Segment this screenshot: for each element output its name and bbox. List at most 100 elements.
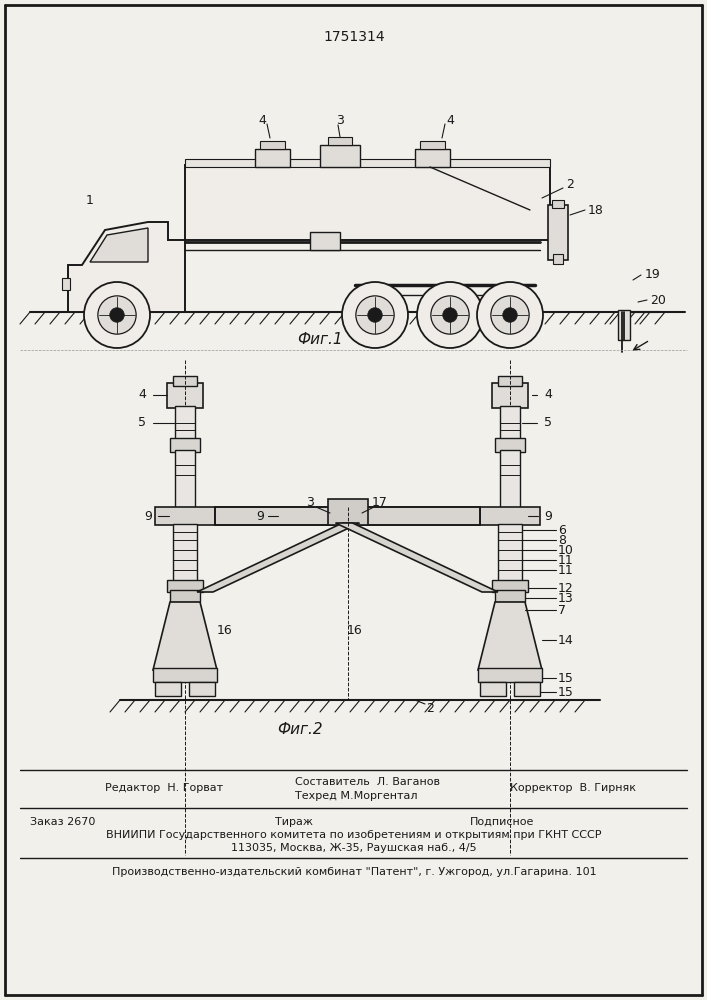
Text: Техред М.Моргентал: Техред М.Моргентал xyxy=(295,791,418,801)
Text: 9: 9 xyxy=(256,510,264,522)
Text: 113035, Москва, Ж-35, Раушская наб., 4/5: 113035, Москва, Ж-35, Раушская наб., 4/5 xyxy=(231,843,477,853)
Bar xyxy=(492,580,528,592)
Text: 18: 18 xyxy=(588,204,604,217)
Bar xyxy=(415,149,450,167)
Circle shape xyxy=(417,282,483,348)
Bar xyxy=(185,165,550,240)
Bar xyxy=(170,438,200,452)
Bar xyxy=(420,141,445,149)
Bar xyxy=(167,383,203,408)
Text: 8: 8 xyxy=(558,534,566,546)
Bar xyxy=(500,406,520,440)
Bar xyxy=(514,682,540,696)
Bar xyxy=(480,507,540,525)
Circle shape xyxy=(98,296,136,334)
Text: Фиг.2: Фиг.2 xyxy=(277,722,323,738)
Text: 3: 3 xyxy=(306,496,314,510)
Text: 17: 17 xyxy=(372,496,388,510)
Text: Фиг.1: Фиг.1 xyxy=(297,332,343,348)
Polygon shape xyxy=(336,523,498,592)
Bar xyxy=(215,507,480,525)
Bar xyxy=(173,524,197,582)
Bar xyxy=(327,499,368,525)
Bar xyxy=(320,145,360,167)
Bar xyxy=(498,376,522,386)
Circle shape xyxy=(477,282,543,348)
Bar xyxy=(495,438,525,452)
Text: 11: 11 xyxy=(558,554,574,566)
Circle shape xyxy=(443,308,457,322)
Bar xyxy=(260,141,285,149)
Bar xyxy=(553,254,563,264)
Bar xyxy=(155,507,215,525)
Text: Заказ 2670: Заказ 2670 xyxy=(30,817,95,827)
Text: 19: 19 xyxy=(645,268,661,282)
Bar xyxy=(495,590,525,602)
Bar xyxy=(185,159,550,167)
Text: 10: 10 xyxy=(558,544,574,556)
Text: 4: 4 xyxy=(138,388,146,401)
Bar xyxy=(189,682,215,696)
Circle shape xyxy=(110,308,124,322)
Bar xyxy=(173,376,197,386)
Bar xyxy=(500,450,520,510)
Bar xyxy=(175,450,195,510)
Circle shape xyxy=(491,296,529,334)
Text: 3: 3 xyxy=(336,113,344,126)
Bar xyxy=(492,383,528,408)
Text: Производственно-издательский комбинат "Патент", г. Ужгород, ул.Гагарина. 101: Производственно-издательский комбинат "П… xyxy=(112,867,596,877)
Bar xyxy=(480,682,506,696)
Bar xyxy=(552,200,564,208)
Text: Подписное: Подписное xyxy=(470,817,534,827)
Text: 14: 14 xyxy=(558,634,574,647)
Bar xyxy=(62,278,70,290)
Polygon shape xyxy=(153,602,217,670)
Bar xyxy=(618,310,630,340)
Circle shape xyxy=(342,282,408,348)
Text: 6: 6 xyxy=(558,524,566,536)
Text: 5: 5 xyxy=(138,416,146,430)
Text: Корректор  В. Гирняк: Корректор В. Гирняк xyxy=(510,783,636,793)
Text: 4: 4 xyxy=(258,113,266,126)
Text: 1751314: 1751314 xyxy=(323,30,385,44)
Text: Редактор  Н. Горват: Редактор Н. Горват xyxy=(105,783,223,793)
Bar xyxy=(498,524,522,582)
Bar xyxy=(310,232,340,250)
Text: 7: 7 xyxy=(558,603,566,616)
Bar xyxy=(328,137,352,145)
Bar xyxy=(478,668,542,682)
Text: 13: 13 xyxy=(558,591,574,604)
Text: 2: 2 xyxy=(426,702,434,714)
Text: 1: 1 xyxy=(86,194,94,207)
Circle shape xyxy=(368,308,382,322)
Text: 4: 4 xyxy=(544,388,552,401)
Bar xyxy=(155,682,181,696)
Text: ВНИИПИ Государственного комитета по изобретениям и открытиям при ГКНТ СССР: ВНИИПИ Государственного комитета по изоб… xyxy=(106,830,602,840)
Circle shape xyxy=(431,296,469,334)
Text: 16: 16 xyxy=(347,624,363,637)
Bar xyxy=(167,580,203,592)
Polygon shape xyxy=(197,523,359,592)
Text: 5: 5 xyxy=(544,416,552,430)
Text: Составитель  Л. Ваганов: Составитель Л. Ваганов xyxy=(295,777,440,787)
Polygon shape xyxy=(90,228,148,262)
Polygon shape xyxy=(68,222,185,312)
Text: 9: 9 xyxy=(544,510,552,522)
Text: 4: 4 xyxy=(446,113,454,126)
Circle shape xyxy=(84,282,150,348)
Text: 20: 20 xyxy=(650,294,666,306)
Text: 2: 2 xyxy=(566,178,574,192)
Circle shape xyxy=(356,296,394,334)
Bar xyxy=(548,205,568,260)
Circle shape xyxy=(503,308,518,322)
Text: 15: 15 xyxy=(558,686,574,698)
Text: 11: 11 xyxy=(558,564,574,576)
Text: 16: 16 xyxy=(217,624,233,637)
Polygon shape xyxy=(478,602,542,670)
Text: 15: 15 xyxy=(558,672,574,684)
Text: Тираж: Тираж xyxy=(275,817,313,827)
Bar xyxy=(170,590,200,602)
Bar xyxy=(255,149,290,167)
Bar xyxy=(153,668,217,682)
Text: 9: 9 xyxy=(144,510,152,522)
